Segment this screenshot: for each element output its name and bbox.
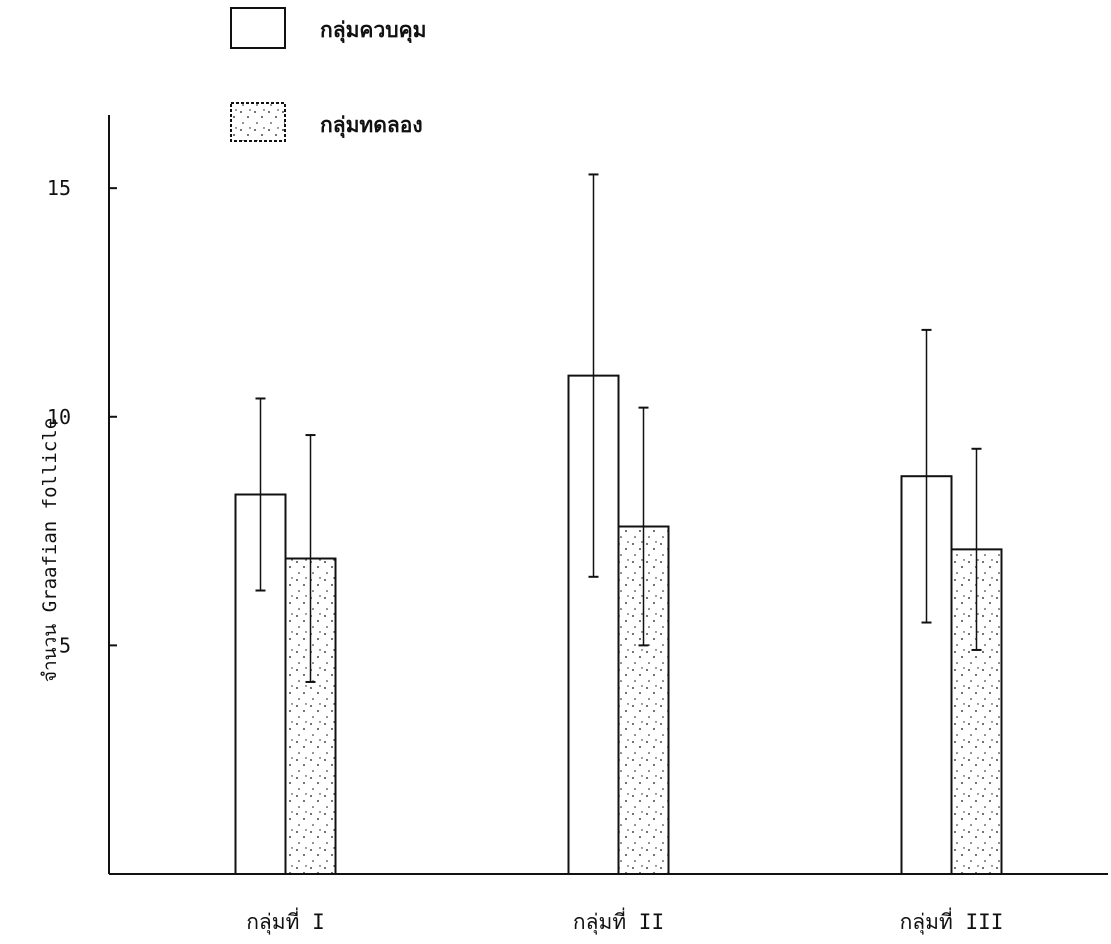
x-category-label: กลุ่มที่ III — [900, 907, 1004, 935]
y-ticks: 5 10 15 — [47, 176, 117, 657]
bars — [234, 374, 1003, 876]
x-category-label: กลุ่มที่ II — [573, 907, 664, 935]
x-category-label: กลุ่มที่ I — [246, 907, 325, 935]
y-tick-label: 15 — [47, 176, 71, 200]
y-tick-label: 5 — [59, 633, 71, 657]
error-bars — [255, 173, 982, 683]
legend-label-control: กลุ่มควบคุม — [320, 18, 427, 44]
legend: กลุ่มควบคุม กลุ่มทดลอง — [230, 7, 427, 142]
legend-swatch-open — [230, 7, 286, 49]
y-axis-title: จำนวน Graafian follicle — [39, 418, 61, 682]
x-categories: กลุ่มที่ I กลุ่มที่ II กลุ่มที่ III — [246, 907, 1003, 935]
legend-label-treatment: กลุ่มทดลอง — [320, 113, 423, 139]
legend-swatch-stippled — [230, 102, 286, 142]
y-tick-label: 10 — [47, 405, 71, 429]
